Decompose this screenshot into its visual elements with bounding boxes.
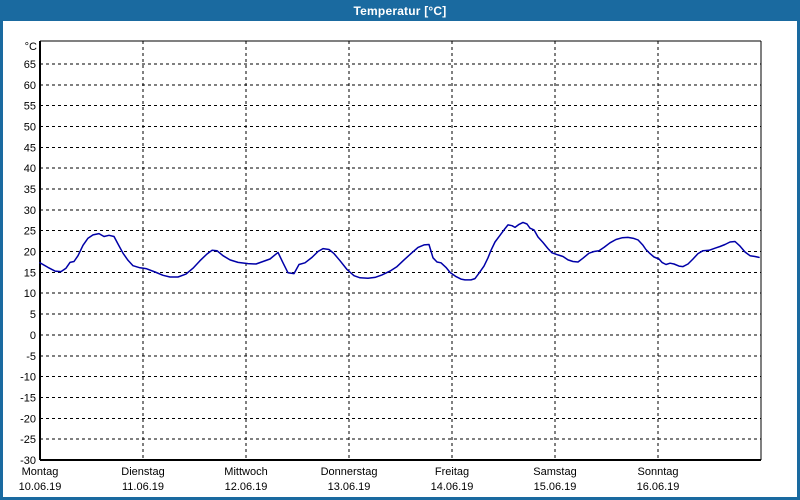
x-axis-date-label: 11.06.19 xyxy=(122,481,164,493)
gridlines xyxy=(40,41,761,460)
temperature-series xyxy=(39,221,760,281)
window-frame-left xyxy=(0,21,3,500)
window-title: Temperatur [°C] xyxy=(353,3,447,18)
svg-text:65: 65 xyxy=(24,59,36,71)
svg-text:-30: -30 xyxy=(20,455,36,467)
x-axis-date-label: 12.06.19 xyxy=(225,481,268,493)
x-axis-day-label: Freitag xyxy=(435,466,469,478)
y-axis-labels: 65605550454035302520151050-5-10-15-20-25… xyxy=(20,41,37,467)
svg-text:5: 5 xyxy=(30,309,36,321)
x-axis-date-label: 14.06.19 xyxy=(431,481,474,493)
svg-text:20: 20 xyxy=(24,247,36,259)
x-axis-day-label: Donnerstag xyxy=(321,466,378,478)
svg-text:-10: -10 xyxy=(20,372,36,384)
x-axis-date-label: 16.06.19 xyxy=(637,481,680,493)
svg-text:15: 15 xyxy=(24,267,36,279)
svg-text:35: 35 xyxy=(24,184,36,196)
window-frame-bottom xyxy=(0,497,800,500)
svg-text:40: 40 xyxy=(24,163,36,175)
svg-text:0: 0 xyxy=(30,330,36,342)
window-titlebar: Temperatur [°C] xyxy=(0,0,800,21)
x-axis-day-label: Montag xyxy=(22,466,59,478)
svg-text:50: 50 xyxy=(24,121,36,133)
svg-text:-20: -20 xyxy=(20,413,36,425)
x-axis-day-label: Sonntag xyxy=(638,466,679,478)
x-axis-date-label: 13.06.19 xyxy=(328,481,371,493)
svg-text:55: 55 xyxy=(24,101,36,113)
svg-text:45: 45 xyxy=(24,142,36,154)
plot-border xyxy=(39,40,762,461)
x-axis-labels: Montag 10.06.19 Dienstag 11.06.19 Mittwoch 12… xyxy=(19,466,680,493)
svg-text:°C: °C xyxy=(25,41,37,53)
svg-text:10: 10 xyxy=(24,288,36,300)
x-axis-day-label: Samstag xyxy=(533,466,576,478)
x-axis-date-label: 10.06.19 xyxy=(19,481,62,493)
svg-text:-5: -5 xyxy=(26,351,36,363)
svg-text:-25: -25 xyxy=(20,434,36,446)
svg-text:25: 25 xyxy=(24,226,36,238)
svg-text:30: 30 xyxy=(24,205,36,217)
x-axis-date-label: 15.06.19 xyxy=(534,481,577,493)
x-axis-day-label: Dienstag xyxy=(121,466,164,478)
svg-text:-15: -15 xyxy=(20,392,36,404)
temperature-line xyxy=(39,221,760,281)
x-axis-day-label: Mittwoch xyxy=(224,466,267,478)
window-frame-right xyxy=(797,21,800,500)
svg-text:60: 60 xyxy=(24,80,36,92)
